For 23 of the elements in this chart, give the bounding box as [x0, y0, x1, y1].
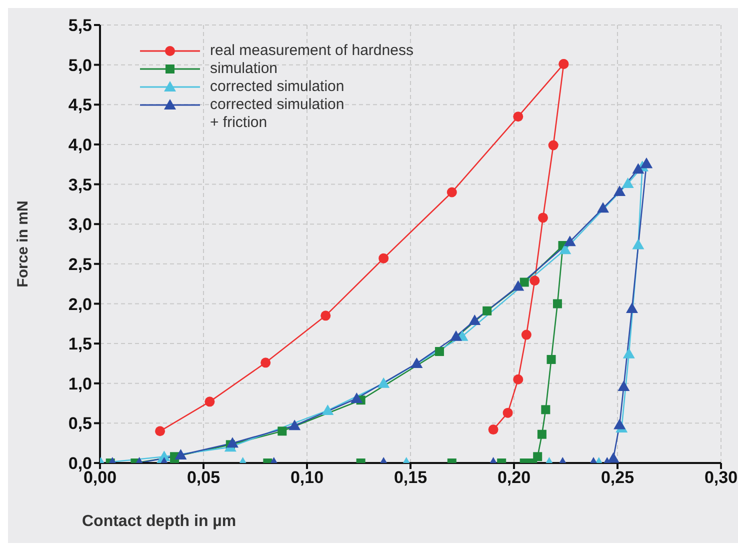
y-tick-label: 5,5 [68, 16, 92, 36]
y-tick-label: 5,0 [68, 56, 92, 75]
legend-label: corrected simulation [210, 78, 344, 96]
legend-label: real measurement of hardness [210, 42, 414, 60]
y-tick-label: 1,5 [68, 334, 92, 354]
x-tick-label: 0,15 [394, 468, 428, 488]
x-tick-label: 0,20 [497, 468, 531, 488]
y-tick-label: 4,0 [68, 135, 92, 154]
y-tick-label: 3,5 [68, 175, 92, 194]
x-tick-label: 0,25 [600, 468, 634, 488]
y-tick-label: 2,5 [68, 254, 92, 274]
x-axis-title: Contact depth in µm [82, 513, 236, 531]
x-tick-label: 0,30 [704, 468, 738, 488]
y-tick-label: 3,0 [68, 215, 92, 234]
y-tick-label: 1,0 [68, 374, 92, 394]
x-tick-label: 0,10 [290, 468, 324, 488]
legend-label: simulation [210, 60, 278, 78]
legend-label: corrected simulation + friction [210, 96, 344, 132]
y-tick-label: 4,5 [68, 96, 92, 115]
y-axis-title: Force in mN [14, 200, 32, 288]
x-tick-label: 0,05 [186, 468, 220, 488]
y-tick-label: 0,5 [68, 414, 92, 434]
y-tick-label: 2,0 [68, 294, 92, 314]
